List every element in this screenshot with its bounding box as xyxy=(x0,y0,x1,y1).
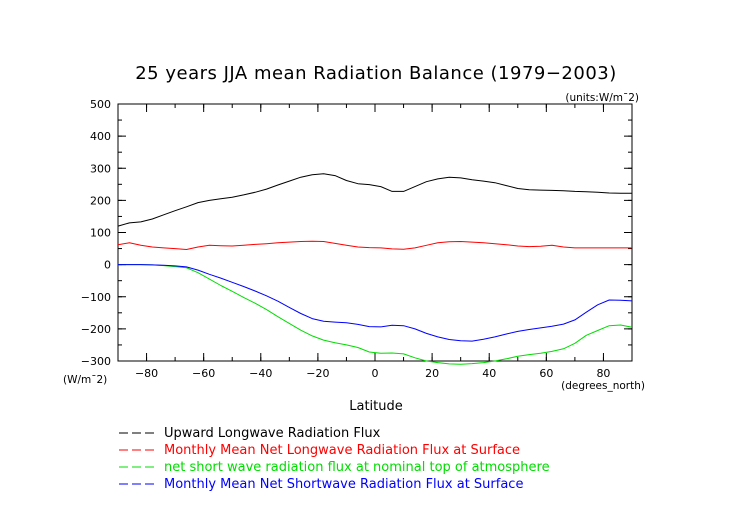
legend-item: Upward Longwave Radiation Flux xyxy=(119,426,381,441)
series-line-3 xyxy=(118,264,633,365)
y-tick-label: 500 xyxy=(90,98,111,111)
y-tick-label: 300 xyxy=(90,162,111,175)
x-tick-label: −20 xyxy=(306,367,329,380)
x-axis-units: (degrees_north) xyxy=(561,380,645,392)
legend-label: Monthly Mean Net Shortwave Radiation Flu… xyxy=(164,477,523,492)
chart-title: 25 years JJA mean Radiation Balance (197… xyxy=(135,63,617,84)
plot-border xyxy=(117,103,633,362)
x-tick-label: 20 xyxy=(425,367,439,380)
x-tick-label: 60 xyxy=(539,367,553,380)
plot-frame xyxy=(117,103,633,362)
legend-item: Monthly Mean Net Longwave Radiation Flux… xyxy=(119,443,520,458)
y-tick-label: 200 xyxy=(90,194,111,207)
y-tick-label: −100 xyxy=(81,291,111,304)
series-lines xyxy=(117,173,633,365)
x-tick-label: −80 xyxy=(135,367,158,380)
y-axis-ticks: −300 −200 −100 0 100 200 300 400 500 xyxy=(81,98,632,368)
x-tick-label: 0 xyxy=(372,367,379,380)
y-tick-label: −300 xyxy=(81,355,111,368)
y-tick-label: 0 xyxy=(104,259,111,272)
series-line-2 xyxy=(117,240,632,250)
legend-item: net short wave radiation flux at nominal… xyxy=(119,460,550,475)
legend-label: net short wave radiation flux at nominal… xyxy=(164,460,550,475)
y-tick-label: 100 xyxy=(90,227,111,240)
legend: Upward Longwave Radiation Flux Monthly Me… xyxy=(119,426,550,492)
y-tick-label: −200 xyxy=(81,323,111,336)
series-line-4 xyxy=(118,264,633,342)
x-tick-label: 80 xyxy=(596,367,610,380)
x-tick-label: −60 xyxy=(192,367,215,380)
x-axis-label: Latitude xyxy=(349,399,403,414)
x-tick-label: −40 xyxy=(249,367,272,380)
x-tick-label: 40 xyxy=(482,367,496,380)
y-axis-units: (W/m¯2) xyxy=(63,374,107,386)
legend-item: Monthly Mean Net Shortwave Radiation Flu… xyxy=(119,477,523,492)
x-axis-ticks: −80 −60 −40 −20 0 20 40 60 80 xyxy=(117,104,633,380)
series-line-1 xyxy=(117,173,632,227)
legend-label: Upward Longwave Radiation Flux xyxy=(164,426,381,441)
units-note: (units:W/m¯2) xyxy=(565,92,639,104)
y-tick-label: 400 xyxy=(90,130,111,143)
legend-label: Monthly Mean Net Longwave Radiation Flux… xyxy=(164,443,520,458)
